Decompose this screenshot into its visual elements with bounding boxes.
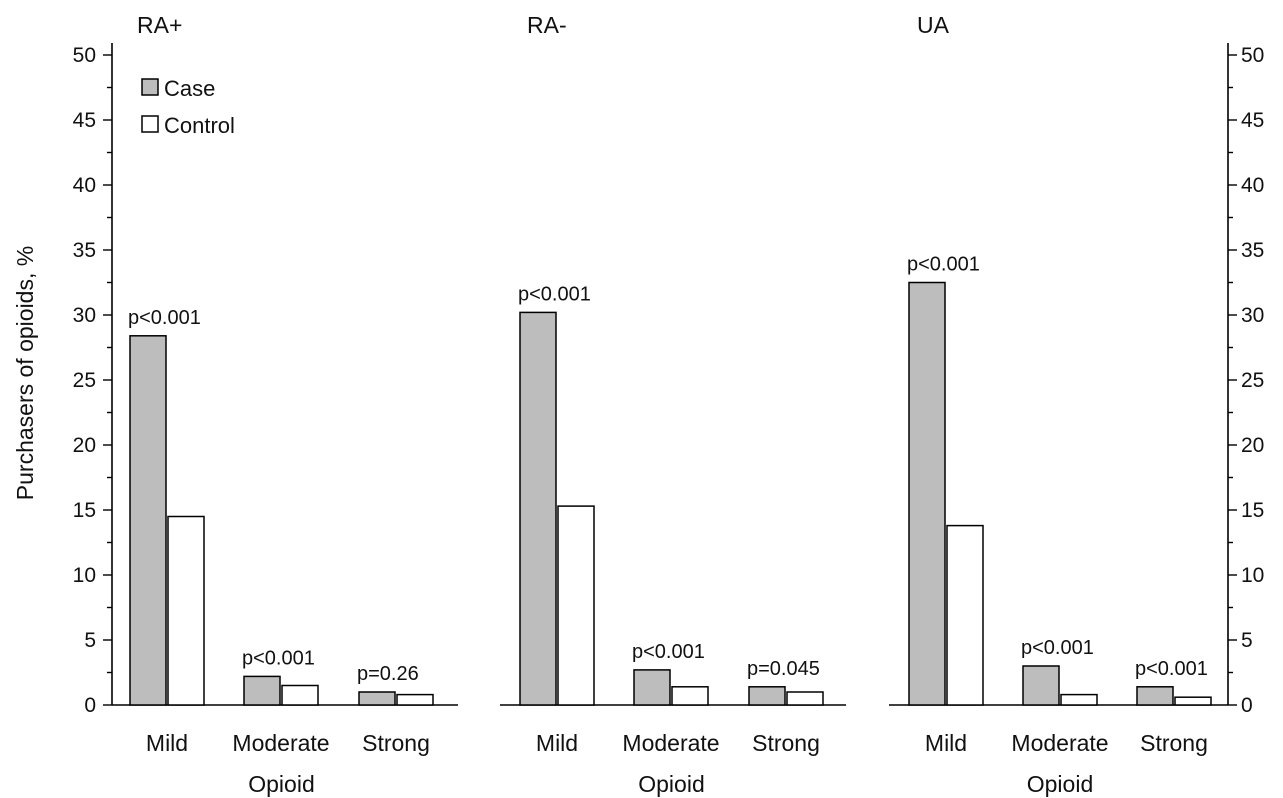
bar-control-mild — [167, 515, 205, 706]
p-value-label: p<0.001 — [1021, 637, 1094, 659]
x-axis-title: Opioid — [638, 771, 704, 797]
panel-RA+: RA+ p<0.001 Mild p<0.001 Moderate p=0.26 Stron… — [112, 12, 458, 797]
y-tick-label-left: 20 — [73, 434, 96, 457]
x-axis-title: Opioid — [1027, 771, 1093, 797]
p-value-label: p<0.001 — [632, 641, 705, 663]
bar-case-strong — [358, 691, 396, 706]
y-tick-label-right: 45 — [1241, 109, 1264, 132]
bar-case-strong — [748, 686, 786, 706]
bar-control-mild — [557, 505, 595, 706]
bar-case-moderate — [633, 669, 671, 706]
p-value-label: p=0.045 — [747, 658, 820, 680]
y-tick-label-right: 35 — [1241, 239, 1264, 262]
y-tick-label-right: 10 — [1241, 564, 1264, 587]
y-tick-label-left: 15 — [73, 499, 96, 522]
legend-case-swatch — [141, 78, 159, 96]
panel-UA: UA p<0.001 Mild p<0.001 Moderate p<0.001 Stron… — [889, 12, 1228, 797]
x-category-label: Strong — [752, 730, 820, 756]
y-tick-label-right: 5 — [1241, 629, 1253, 652]
bar-case-moderate — [243, 675, 281, 706]
bar-case-mild — [129, 335, 167, 706]
y-tick-label-left: 35 — [73, 239, 96, 262]
x-category-label: Strong — [1140, 730, 1208, 756]
x-category-label: Moderate — [1011, 730, 1108, 756]
y-tick-label-left: 30 — [73, 304, 96, 327]
x-axis-title: Opioid — [248, 771, 314, 797]
bar-control-moderate — [671, 686, 709, 706]
x-category-label: Mild — [536, 730, 578, 756]
bar-control-strong — [396, 693, 434, 706]
p-value-label: p<0.001 — [518, 283, 591, 305]
bar-case-moderate — [1022, 665, 1060, 706]
y-tick-label-left: 25 — [73, 369, 96, 392]
panel-title: UA — [917, 12, 950, 38]
y-axis-title: Purchasers of opioids, % — [12, 246, 38, 500]
y-tick-label-right: 25 — [1241, 369, 1264, 392]
y-tick-label-right: 40 — [1241, 174, 1264, 197]
x-category-label: Strong — [362, 730, 430, 756]
bar-case-mild — [519, 311, 557, 706]
p-value-label: p<0.001 — [128, 307, 201, 329]
p-value-label: p=0.26 — [357, 663, 419, 685]
legend-control-label: Control — [164, 113, 235, 138]
y-tick-label-left: 45 — [73, 109, 96, 132]
y-axis-right: 0 5 10 15 20 25 30 35 40 45 50 — [1227, 43, 1264, 717]
y-tick-label-right: 50 — [1241, 44, 1264, 67]
y-tick-label-left: 0 — [84, 694, 96, 717]
bar-control-moderate — [281, 684, 319, 706]
bar-control-moderate — [1060, 693, 1098, 706]
bar-control-strong — [1174, 696, 1212, 706]
y-tick-label-right: 0 — [1241, 694, 1253, 717]
y-tick-label-left: 50 — [73, 44, 96, 67]
y-tick-label-left: 5 — [84, 629, 96, 652]
x-category-label: Mild — [925, 730, 967, 756]
p-value-label: p<0.001 — [1135, 658, 1208, 680]
panel-title: RA- — [527, 12, 567, 38]
panel-title: RA+ — [137, 12, 182, 38]
bar-control-mild — [946, 524, 984, 706]
legend-case-label: Case — [164, 76, 215, 101]
p-value-label: p<0.001 — [907, 254, 980, 276]
legend-control-swatch — [141, 115, 159, 133]
legend: Case Control — [141, 76, 235, 138]
p-value-label: p<0.001 — [242, 647, 315, 669]
bar-case-mild — [908, 281, 946, 706]
x-category-label: Moderate — [622, 730, 719, 756]
bar-case-strong — [1136, 686, 1174, 706]
bar-control-strong — [786, 691, 824, 706]
y-tick-label-right: 15 — [1241, 499, 1264, 522]
x-category-label: Moderate — [232, 730, 329, 756]
y-axis-left: 0 5 10 15 20 25 30 35 40 45 50 — [73, 43, 113, 717]
y-tick-label-right: 30 — [1241, 304, 1264, 327]
panel-RA-: RA-p<0.001 Mild p<0.001 Moderate p=0.045 Stro… — [500, 12, 846, 797]
chart-panels: RA+ p<0.001 Mild p<0.001 Moderate p=0.26 Stron… — [112, 12, 1228, 797]
y-tick-label-left: 40 — [73, 174, 96, 197]
y-tick-label-right: 20 — [1241, 434, 1264, 457]
y-tick-label-left: 10 — [73, 564, 96, 587]
x-category-label: Mild — [146, 730, 188, 756]
